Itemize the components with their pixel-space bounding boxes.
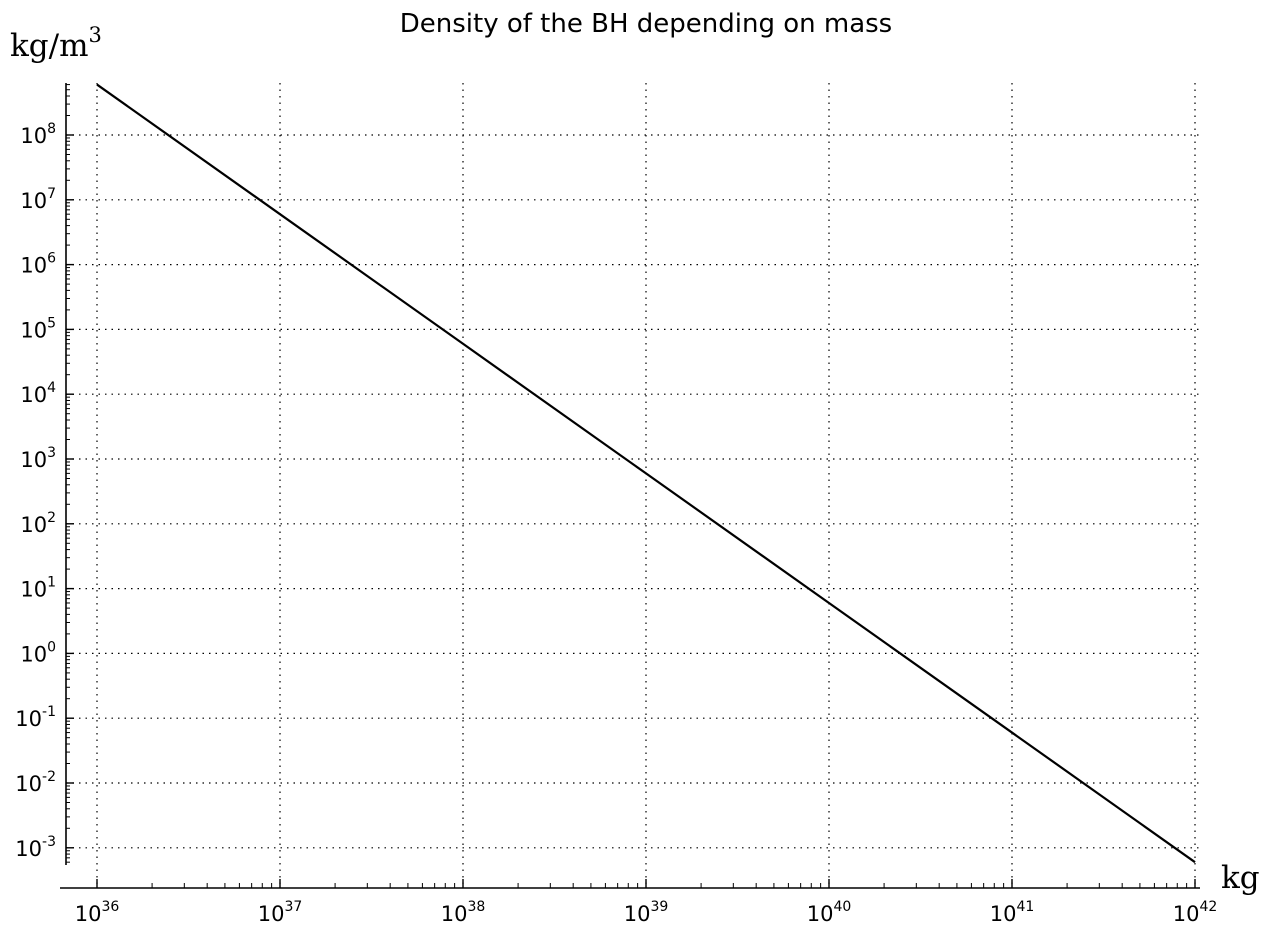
y-tick-label: 10-3 bbox=[15, 834, 56, 861]
tick-labels: 1036 1037 1038 1039 1040 1041 1042 108 107 106 105… bbox=[15, 121, 1217, 926]
y-tick-label: 104 bbox=[20, 380, 56, 407]
chart-title: Density of the BH depending on mass bbox=[400, 9, 892, 39]
x-tick-label: 1041 bbox=[990, 899, 1035, 926]
y-tick-label: 106 bbox=[20, 251, 56, 278]
y-tick-label: 102 bbox=[20, 510, 56, 537]
x-tick-label: 1037 bbox=[258, 899, 303, 926]
series-line bbox=[96, 83, 1196, 864]
y-tick-label: 103 bbox=[20, 445, 56, 472]
x-tick-label: 1038 bbox=[441, 899, 486, 926]
axes bbox=[60, 83, 1200, 889]
y-tick-label: 108 bbox=[20, 121, 56, 148]
y-tick-label: 100 bbox=[20, 639, 56, 666]
y-tick-label: 107 bbox=[20, 186, 56, 213]
x-tick-label: 1042 bbox=[1173, 899, 1218, 926]
y-tick-label: 10-2 bbox=[15, 769, 56, 796]
x-tick-label: 1040 bbox=[807, 899, 852, 926]
y-tick-label: 105 bbox=[20, 315, 56, 342]
x-axis-label: kg bbox=[1221, 860, 1260, 896]
y-tick-label: 10-1 bbox=[15, 704, 56, 731]
minor-ticks bbox=[66, 84, 1188, 888]
x-tick-label: 1039 bbox=[624, 899, 669, 926]
grid bbox=[66, 83, 1203, 888]
y-axis-label: kg/m3 bbox=[10, 23, 102, 64]
x-tick-label: 1036 bbox=[75, 899, 120, 926]
series bbox=[96, 83, 1196, 864]
y-tick-label: 101 bbox=[20, 575, 56, 602]
